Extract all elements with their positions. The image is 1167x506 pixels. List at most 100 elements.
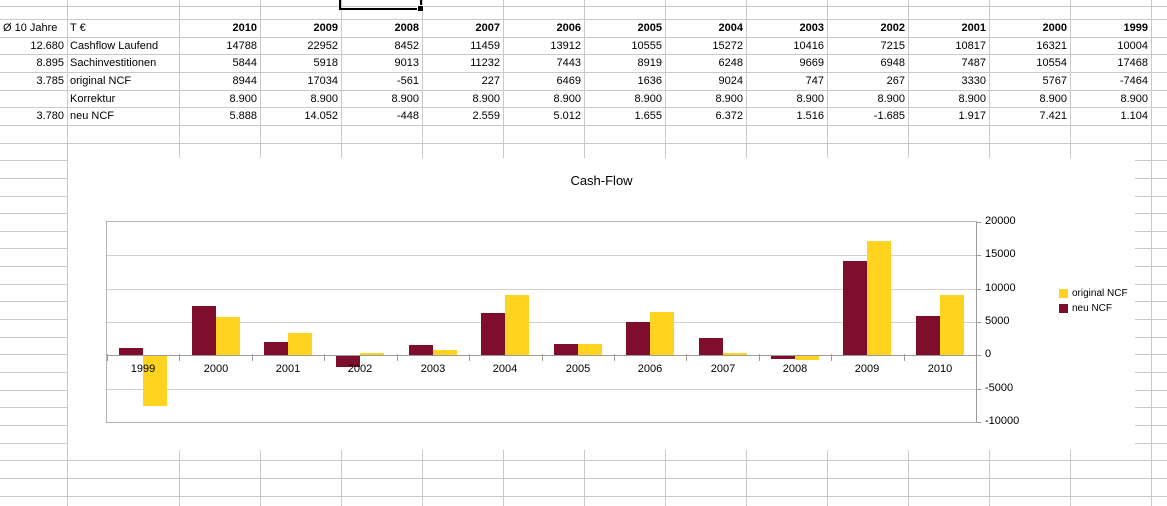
bar-original-ncf[interactable] — [940, 295, 964, 355]
bar-original-ncf[interactable] — [578, 344, 602, 355]
cell[interactable]: 2009 — [313, 22, 338, 34]
cell[interactable]: 8.900 — [229, 93, 257, 105]
bar-neu-ncf[interactable] — [916, 316, 940, 355]
cell[interactable]: 6948 — [880, 57, 905, 69]
bar-neu-ncf[interactable] — [481, 313, 505, 355]
cell[interactable]: 6248 — [718, 57, 743, 69]
chart-object[interactable]: Cash-Flow 20000 15000 10000 5000 0 -5000 -1000… — [68, 158, 1135, 450]
bar-original-ncf[interactable] — [867, 241, 891, 355]
cell[interactable]: 1.917 — [958, 110, 986, 122]
bar-original-ncf[interactable] — [723, 353, 747, 355]
cell[interactable]: 2004 — [718, 22, 743, 34]
cell[interactable]: 10817 — [955, 40, 986, 52]
cell[interactable]: 8.900 — [634, 93, 662, 105]
cell[interactable]: 2008 — [394, 22, 419, 34]
cell[interactable]: 2002 — [880, 22, 905, 34]
cell[interactable]: 1636 — [637, 75, 662, 87]
bar-neu-ncf[interactable] — [336, 356, 360, 367]
bar-original-ncf[interactable] — [433, 350, 457, 355]
cell[interactable]: 2006 — [556, 22, 581, 34]
cell[interactable]: 5.012 — [553, 110, 581, 122]
bar-neu-ncf[interactable] — [771, 356, 795, 359]
cell[interactable]: 7487 — [961, 57, 986, 69]
bar-neu-ncf[interactable] — [264, 342, 288, 355]
chart-plot-area[interactable]: 20000 15000 10000 5000 0 -5000 -10000 1999 2000 2… — [106, 215, 1019, 427]
cell[interactable]: 8.900 — [796, 93, 824, 105]
cell[interactable]: 1999 — [1123, 22, 1148, 34]
cell[interactable]: 11232 — [470, 57, 500, 69]
cell[interactable]: 9669 — [799, 57, 824, 69]
cell[interactable]: 16321 — [1036, 40, 1067, 52]
cell[interactable]: 2007 — [475, 22, 500, 34]
cell[interactable]: 8452 — [394, 40, 419, 52]
cell[interactable]: 267 — [886, 75, 905, 87]
cell[interactable]: 8944 — [232, 75, 257, 87]
cell[interactable]: 9024 — [718, 75, 743, 87]
legend-item[interactable]: original NCF — [1059, 288, 1128, 299]
cell[interactable]: Sachinvestitionen — [70, 57, 157, 69]
chart-legend[interactable]: original NCF neu NCF — [1059, 288, 1128, 318]
cell[interactable]: 8919 — [637, 57, 662, 69]
cell[interactable]: 8.900 — [553, 93, 581, 105]
cell[interactable]: 7443 — [556, 57, 581, 69]
cell[interactable]: 5844 — [232, 57, 257, 69]
cell[interactable]: 14.052 — [304, 110, 338, 122]
bar-neu-ncf[interactable] — [409, 345, 433, 355]
cell[interactable]: 10004 — [1117, 40, 1148, 52]
cell[interactable]: 2003 — [799, 22, 824, 34]
cell[interactable]: 8.900 — [1120, 93, 1148, 105]
bar-neu-ncf[interactable] — [626, 322, 650, 355]
cell[interactable]: -7464 — [1119, 75, 1148, 87]
cell[interactable]: 12.680 — [30, 40, 64, 52]
cell[interactable]: 3.785 — [36, 75, 64, 87]
cell[interactable]: 6469 — [556, 75, 581, 87]
cell[interactable]: 5918 — [313, 57, 338, 69]
bar-neu-ncf[interactable] — [843, 261, 867, 355]
bar-original-ncf[interactable] — [216, 317, 240, 355]
bar-original-ncf[interactable] — [795, 356, 819, 360]
fill-handle[interactable] — [417, 5, 424, 12]
bar-original-ncf[interactable] — [288, 333, 312, 355]
bar-original-ncf[interactable] — [143, 356, 167, 406]
cell[interactable]: 8.900 — [472, 93, 500, 105]
cell[interactable]: Korrektur — [70, 93, 116, 105]
cell[interactable]: 14788 — [226, 40, 257, 52]
cell[interactable]: 10555 — [631, 40, 662, 52]
bar-original-ncf[interactable] — [505, 295, 529, 355]
cell[interactable]: -1.685 — [873, 110, 905, 122]
cell[interactable]: 8.900 — [715, 93, 743, 105]
cell[interactable]: 8.900 — [391, 93, 419, 105]
cell[interactable]: 2010 — [232, 22, 257, 34]
cell[interactable]: Cashflow Laufend — [70, 40, 159, 52]
bar-neu-ncf[interactable] — [554, 344, 578, 355]
cell[interactable]: 2000 — [1042, 22, 1067, 34]
legend-item[interactable]: neu NCF — [1059, 303, 1128, 314]
cell[interactable]: neu NCF — [70, 110, 115, 122]
cell[interactable]: 8.900 — [958, 93, 986, 105]
cell[interactable]: Ø 10 Jahre — [3, 22, 58, 34]
cell[interactable]: 7.421 — [1039, 110, 1067, 122]
cell[interactable]: 10554 — [1036, 57, 1067, 69]
cell[interactable]: -561 — [396, 75, 419, 87]
cell[interactable]: 11459 — [470, 40, 500, 52]
cell[interactable]: 8.895 — [36, 57, 64, 69]
cell[interactable]: 227 — [481, 75, 500, 87]
cell[interactable]: T € — [70, 22, 86, 34]
cell[interactable]: 3330 — [961, 75, 986, 87]
cell[interactable]: 2001 — [961, 22, 986, 34]
cell[interactable]: 13912 — [550, 40, 581, 52]
bar-original-ncf[interactable] — [360, 353, 384, 355]
cell[interactable]: 8.900 — [310, 93, 338, 105]
cell[interactable]: 8.900 — [877, 93, 905, 105]
cell[interactable]: 22952 — [307, 40, 338, 52]
bar-neu-ncf[interactable] — [192, 306, 216, 355]
cell[interactable]: 15272 — [712, 40, 743, 52]
cell[interactable]: 1.655 — [634, 110, 662, 122]
cell[interactable]: 10416 — [793, 40, 824, 52]
cell[interactable]: 1.104 — [1120, 110, 1148, 122]
bar-neu-ncf[interactable] — [119, 348, 143, 355]
cell[interactable]: 5767 — [1042, 75, 1067, 87]
selected-cell[interactable] — [339, 0, 424, 12]
cell[interactable]: 5.888 — [229, 110, 257, 122]
cell[interactable]: -448 — [396, 110, 419, 122]
